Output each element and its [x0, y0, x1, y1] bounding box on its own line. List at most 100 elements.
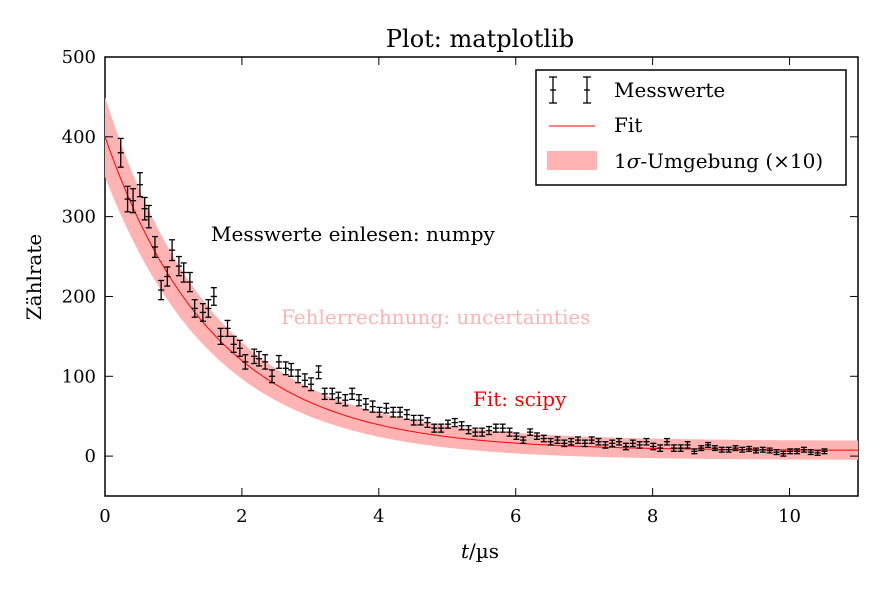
legend: Messwerte Fit 1σ-Umgebung (×10) — [535, 69, 847, 186]
data-point — [807, 449, 814, 456]
data-point — [438, 423, 445, 433]
data-point — [533, 432, 541, 440]
data-point — [431, 423, 438, 433]
legend-marker-band — [547, 151, 597, 170]
y-tick-label: 400 — [62, 127, 96, 148]
data-point — [151, 235, 159, 258]
data-point — [369, 400, 376, 413]
data-point — [124, 185, 131, 213]
data-point — [718, 446, 725, 453]
data-point — [609, 439, 616, 448]
data-point — [355, 393, 363, 407]
data-point — [403, 409, 410, 421]
data-point — [307, 377, 315, 392]
data-point — [595, 437, 602, 446]
legend-band-suffix: -Umgebung (×10) — [640, 149, 823, 173]
data-point — [136, 172, 143, 198]
data-point — [616, 437, 623, 446]
data-point — [205, 298, 212, 318]
data-point — [335, 391, 342, 405]
data-point — [164, 266, 171, 287]
data-point — [224, 319, 231, 338]
data-point — [746, 445, 753, 452]
x-tick-label: 6 — [510, 506, 521, 527]
y-axis-label: Zählrate — [22, 234, 46, 320]
legend-label-band: 1σ-Umgebung (×10) — [614, 149, 823, 173]
data-point — [175, 255, 183, 277]
data-point — [650, 442, 657, 451]
data-point — [288, 362, 295, 377]
data-point — [821, 448, 828, 455]
data-point — [417, 414, 424, 426]
plot-area — [104, 56, 859, 497]
data-point — [800, 446, 808, 453]
data-point — [513, 432, 520, 440]
fit-line-layer — [104, 136, 859, 451]
data-point — [554, 436, 561, 444]
data-point — [752, 447, 760, 454]
data-point — [465, 425, 472, 435]
data-point — [186, 271, 193, 293]
measurement-layer — [117, 137, 828, 457]
data-point — [643, 437, 650, 446]
data-point — [540, 434, 547, 443]
data-point — [217, 327, 224, 345]
legend-label-measurements: Messwerte — [614, 78, 725, 102]
data-point — [396, 406, 404, 418]
data-point — [294, 369, 302, 384]
data-point — [275, 354, 282, 369]
data-point — [506, 427, 513, 437]
data-point — [793, 448, 801, 455]
data-point — [458, 421, 465, 431]
data-point — [581, 439, 588, 448]
data-point — [711, 445, 719, 452]
y-tick-label: 100 — [62, 366, 96, 387]
data-point — [230, 335, 237, 353]
data-point — [180, 262, 187, 283]
data-point — [766, 447, 773, 454]
plot-frame — [104, 56, 859, 497]
data-point — [759, 446, 766, 453]
data-point — [684, 441, 691, 449]
data-point — [629, 439, 636, 448]
data-point — [561, 439, 568, 448]
data-point — [451, 417, 458, 428]
data-point — [376, 406, 383, 418]
data-point — [424, 417, 431, 429]
data-point — [698, 445, 705, 452]
data-point — [129, 188, 137, 214]
chart-title: Plot: matplotlib — [386, 25, 574, 53]
data-point — [479, 427, 486, 437]
legend-marker-measurements — [549, 76, 591, 104]
data-point — [315, 365, 322, 380]
data-point — [622, 442, 630, 451]
y-tick-label: 300 — [62, 207, 96, 228]
data-point — [520, 436, 527, 444]
y-tick-label: 0 — [85, 446, 96, 467]
data-point — [773, 449, 780, 456]
data-point — [141, 196, 148, 221]
data-point — [691, 448, 698, 455]
data-point — [169, 239, 176, 262]
x-tick-label: 10 — [778, 506, 801, 527]
legend-band-sigma: σ — [627, 149, 642, 173]
data-point — [574, 436, 582, 444]
data-point — [342, 393, 349, 407]
x-axis-unit: /µs — [469, 539, 499, 563]
data-point — [236, 339, 243, 357]
x-tick-label: 0 — [99, 506, 110, 527]
data-point — [527, 428, 534, 436]
fit-line — [104, 136, 859, 451]
x-axis-variable: t — [461, 539, 470, 563]
data-point — [255, 350, 263, 367]
data-point — [547, 437, 554, 446]
data-point — [568, 437, 575, 446]
x-tick-label: 8 — [647, 506, 658, 527]
annotation-numpy: Messwerte einlesen: numpy — [211, 222, 496, 246]
x-tick-label: 2 — [236, 506, 247, 527]
data-point — [814, 449, 821, 456]
y-tick-label: 200 — [62, 286, 96, 307]
data-point — [725, 446, 732, 453]
